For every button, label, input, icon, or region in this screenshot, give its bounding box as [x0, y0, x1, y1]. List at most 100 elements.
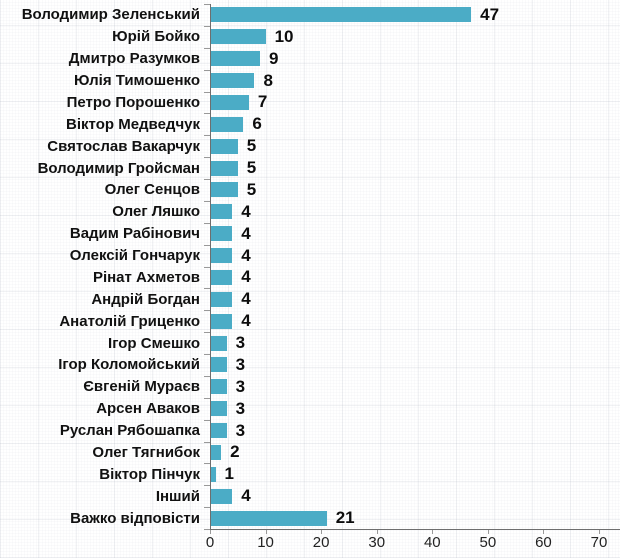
bar-segment: [210, 357, 227, 373]
category-label: Дмитро Разумков: [68, 50, 200, 68]
x-axis-tick: [432, 530, 434, 534]
category-label: Олег Тягнибок: [92, 443, 200, 461]
category-tick: [204, 113, 210, 114]
category-label: Євгеній Мураєв: [83, 378, 200, 396]
category-tick: [204, 420, 210, 421]
value-label: 6: [252, 114, 262, 134]
bar-segment: [210, 269, 233, 285]
category-tick: [204, 135, 210, 136]
value-label: 4: [241, 223, 251, 243]
x-axis-tick: [543, 530, 545, 534]
value-label: 3: [235, 420, 246, 440]
bar-segment: [210, 423, 227, 439]
value-label: 5: [246, 179, 257, 199]
bar-segment: [210, 226, 233, 242]
value-label: 4: [241, 486, 251, 506]
category-label: Юлія Тимошенко: [74, 72, 200, 90]
category-tick: [204, 376, 210, 377]
category-label: Ігор Коломойський: [58, 356, 200, 374]
category-tick: [204, 48, 210, 49]
bar-segment: [210, 335, 227, 351]
x-axis-tick: [376, 530, 378, 534]
category-tick: [204, 4, 210, 5]
category-label: Андрій Богдан: [91, 290, 200, 308]
category-tick: [204, 442, 210, 443]
category-tick: [204, 288, 210, 289]
category-tick: [204, 332, 210, 333]
bar-segment: [210, 379, 227, 395]
x-axis-tick-label: 30: [368, 534, 386, 551]
category-label: Юрій Бойко: [112, 28, 200, 46]
category-label: Олексій Гончарук: [69, 247, 200, 265]
category-label: Вадим Рабінович: [69, 225, 200, 243]
category-label: Олег Сенцов: [104, 181, 200, 199]
category-label: Арсен Аваков: [96, 400, 200, 418]
category-tick: [204, 223, 210, 224]
x-axis-tick: [321, 530, 323, 534]
value-label: 5: [246, 136, 257, 156]
value-label: 4: [241, 267, 251, 287]
category-label: Олег Ляшко: [112, 203, 200, 221]
x-axis-tick: [265, 530, 267, 534]
bar-segment: [210, 138, 238, 154]
category-label: Віктор Пінчук: [99, 465, 200, 483]
x-axis-tick: [210, 530, 211, 534]
category-tick: [204, 507, 210, 508]
value-label: 2: [230, 442, 240, 462]
value-label: 4: [241, 245, 251, 265]
category-label: Руслан Рябошапка: [59, 422, 200, 440]
value-label: 9: [269, 48, 279, 68]
value-label: 7: [257, 92, 268, 112]
value-label: 4: [241, 311, 251, 331]
bar-segment: [210, 488, 233, 504]
category-tick: [204, 529, 210, 530]
category-label: Рінат Ахметов: [92, 268, 200, 286]
value-label: 3: [235, 354, 246, 374]
bar-segment: [210, 204, 233, 220]
bar-segment: [210, 73, 255, 89]
category-label: Володимир Гройсман: [37, 159, 200, 177]
value-label: 1: [224, 464, 235, 484]
value-label: 4: [241, 201, 251, 221]
category-tick: [204, 179, 210, 180]
category-label: Ігор Смешко: [108, 334, 200, 352]
value-label: 47: [480, 4, 500, 24]
bar-segment: [210, 291, 233, 307]
bar-segment: [210, 116, 244, 132]
x-axis-tick: [487, 530, 489, 534]
bar-segment: [210, 401, 227, 417]
category-label: Віктор Медведчук: [66, 115, 200, 133]
category-tick: [204, 245, 210, 246]
value-label: 3: [235, 376, 246, 396]
category-tick: [204, 70, 210, 71]
value-label: 5: [246, 158, 257, 178]
category-label: Важко відповісти: [70, 509, 200, 527]
category-tick: [204, 201, 210, 202]
category-tick: [204, 398, 210, 399]
x-axis-tick-label: 50: [479, 534, 497, 551]
value-label: 21: [335, 508, 355, 528]
category-label: Петро Порошенко: [66, 93, 200, 111]
category-label: Володимир Зеленський: [21, 6, 200, 24]
value-label: 3: [235, 333, 246, 353]
x-axis-tick-label: 70: [590, 534, 608, 551]
category-tick: [204, 92, 210, 93]
x-axis-tick-label: 60: [535, 534, 552, 551]
category-tick: [204, 26, 210, 27]
x-axis-tick-label: 20: [312, 534, 330, 551]
bar-segment: [210, 7, 472, 23]
y-axis: [210, 4, 211, 529]
category-label: Святослав Вакарчук: [47, 137, 200, 155]
category-tick: [204, 354, 210, 355]
bar-segment: [210, 248, 233, 264]
category-label: Анатолій Гриценко: [59, 312, 200, 330]
bar-segment: [210, 160, 238, 176]
x-axis-tick-label: 40: [423, 534, 441, 551]
x-axis-tick: [599, 530, 600, 534]
x-axis-tick-label: 10: [257, 534, 274, 551]
value-label: 3: [235, 398, 246, 418]
category-tick: [204, 310, 210, 311]
category-label: Інший: [155, 487, 200, 505]
bar-segment: [210, 466, 216, 482]
value-label: 8: [263, 70, 273, 90]
